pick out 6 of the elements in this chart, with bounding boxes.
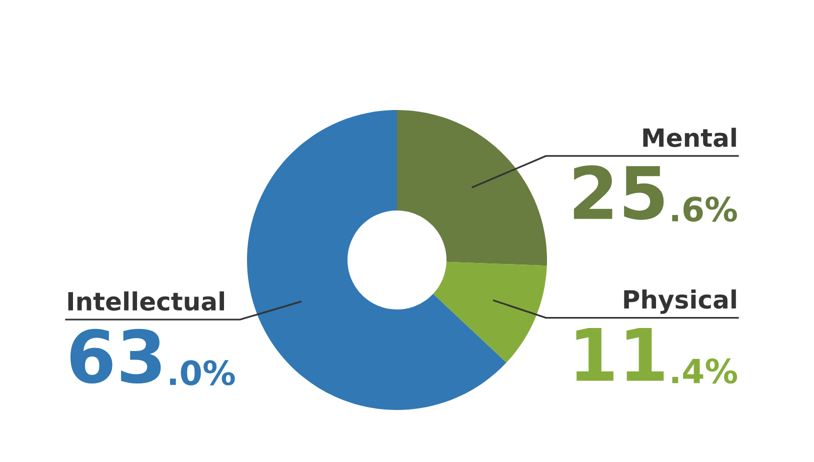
slice-label: Intellectual (68, 291, 224, 311)
donut-slice (433, 262, 547, 363)
slice-label: Physical (624, 289, 736, 314)
slice-label: Mental (643, 128, 736, 148)
donut-slice (247, 110, 506, 410)
donut-slice (397, 110, 547, 266)
